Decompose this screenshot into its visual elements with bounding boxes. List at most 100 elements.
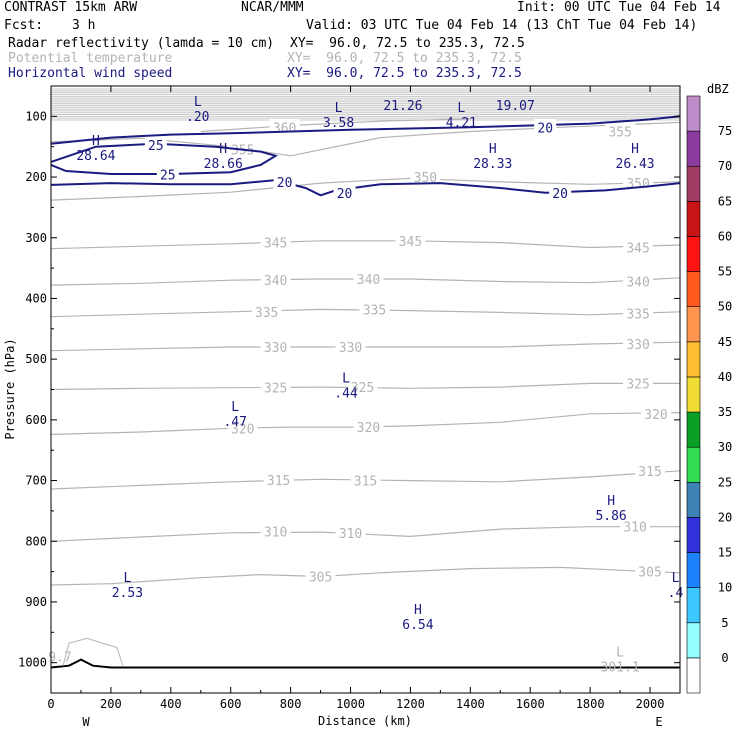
wind-contour-line (50, 115, 681, 145)
model-title: CONTRAST 15km ARW (4, 0, 138, 15)
colorbar-swatch (686, 130, 701, 167)
theta-label-bg (335, 339, 366, 356)
colorbar-swatch (686, 517, 701, 553)
theta-contour-label: 355 (231, 144, 254, 159)
colorbar-swatch (686, 657, 701, 694)
colorbar-label: 65 (718, 194, 732, 208)
theta-contour-line (50, 412, 681, 435)
theta-contour-label: 345 (626, 241, 649, 256)
org-label: NCAR/MMM (241, 0, 304, 15)
theta-contour-label: 315 (638, 465, 661, 480)
theta-contour-label: 360 (273, 121, 296, 136)
fcst-label: Fcst: (4, 18, 44, 33)
theta-label-bg (605, 123, 636, 140)
x-tick-label: 200 (100, 697, 122, 711)
y-tick-label: 600 (25, 413, 47, 427)
theta-label-bg (623, 305, 654, 322)
x-tick-label: 1400 (456, 697, 485, 711)
x-tick-label: 1800 (576, 697, 605, 711)
stratosphere-hatching (51, 88, 680, 121)
colorbar-label: 45 (718, 335, 732, 349)
theta-contour-label: 9.7 (48, 651, 71, 666)
wind-contour-label: 20 (337, 187, 353, 202)
y-axis-title: Pressure (hPa) (3, 338, 17, 439)
colorbar-label: 25 (718, 475, 732, 489)
theta-contour-label: 340 (264, 274, 287, 289)
colorbar: dBZ 0 5 10 15 20 25 30 35 40 45 50 55 60 65 70 75 (686, 82, 732, 694)
theta-label-bg (353, 271, 384, 288)
extremum-value: .44 (334, 386, 358, 401)
theta-contour-label: 345 (399, 235, 422, 250)
colorbar-swatch (686, 622, 701, 659)
extremum-marker: H (414, 603, 422, 618)
theta-label-bg (227, 420, 258, 437)
wind-label-bg (534, 119, 557, 136)
colorbar-swatch (686, 411, 701, 448)
y-tick-label: 500 (25, 352, 47, 366)
extremum-value: .4 (668, 586, 684, 601)
extremum-value: 21.26 (383, 99, 422, 114)
extremum-marker: L (457, 101, 465, 116)
wind-contour-label: 20 (552, 187, 568, 202)
field-xy-reflectivity: XY= 96.0, 72.5 to 235.3, 72.5 (290, 36, 525, 51)
ground-surface (50, 637, 680, 669)
theta-contour-label: 310 (264, 526, 287, 541)
theta-contour-line (50, 177, 681, 201)
colorbar-swatch (686, 587, 701, 624)
colorbar-label: 75 (718, 124, 732, 138)
colorbar-swatch (686, 236, 701, 272)
theta-contour-label: 330 (264, 341, 287, 356)
x-tick-label: 800 (280, 697, 302, 711)
wind-label-bg (333, 184, 356, 201)
colorbar-label: 70 (718, 159, 732, 173)
theta-label-bg (260, 339, 291, 356)
colorbar-label: 5 (721, 616, 728, 630)
extremum-marker: L (231, 400, 239, 415)
extremum-marker: L (335, 101, 343, 116)
wind-label-bg (144, 136, 167, 153)
theta-contour-label: 305 (309, 570, 332, 585)
extremum-value: 28.64 (76, 149, 115, 164)
field-name-theta: Potential temperature (8, 51, 173, 66)
extremum-value: .47 (223, 415, 246, 430)
y-tick-label: 800 (25, 534, 47, 548)
extremum-value: 5.86 (595, 509, 626, 524)
theta-label-bg (305, 568, 336, 585)
theta-label-bg (410, 169, 441, 186)
valid-time: Valid: 03 UTC Tue 04 Feb 14 (13 ChT Tue … (306, 18, 698, 33)
extremum-marker: L (123, 571, 131, 586)
wind-label-bg (156, 166, 179, 183)
wind-label-bg (549, 184, 572, 201)
theta-label-bg (359, 301, 390, 318)
extremum-value: .20 (186, 110, 209, 125)
theta-contour-label: 330 (626, 338, 649, 353)
colorbar-swatch (686, 341, 701, 378)
theta-label-bg (623, 273, 654, 290)
west-label: W (82, 715, 90, 729)
colorbar-swatch (686, 306, 701, 343)
theta-contour-label: 310 (623, 521, 646, 536)
theta-label-bg (623, 375, 654, 392)
y-tick-label: 100 (25, 109, 47, 123)
theta-contour-label: 335 (626, 308, 649, 323)
theta-contour-label: 350 (626, 177, 649, 192)
extremum-marker: L (616, 646, 624, 661)
x-axis-title: Distance (km) (318, 714, 412, 728)
theta-label-bg (350, 472, 381, 489)
theta-label-bg (620, 518, 651, 535)
extremum-value: 3.58 (323, 116, 354, 131)
x-tick-label: 2000 (636, 697, 665, 711)
colorbar-label: 60 (718, 229, 732, 243)
wind-contour-label: 25 (148, 139, 164, 154)
x-tick-label: 1000 (336, 697, 365, 711)
colorbar-unit: dBZ (707, 82, 729, 96)
theta-contour-label: 325 (626, 377, 649, 392)
theta-contour-line (50, 566, 681, 586)
theta-contour-line (50, 240, 681, 250)
wind-contour-label: 20 (277, 176, 293, 191)
extremum-value: 4.21 (446, 116, 477, 131)
terrain-line (50, 658, 680, 669)
theta-label-bg (260, 379, 291, 396)
theta-contour-label: 315 (354, 475, 377, 490)
